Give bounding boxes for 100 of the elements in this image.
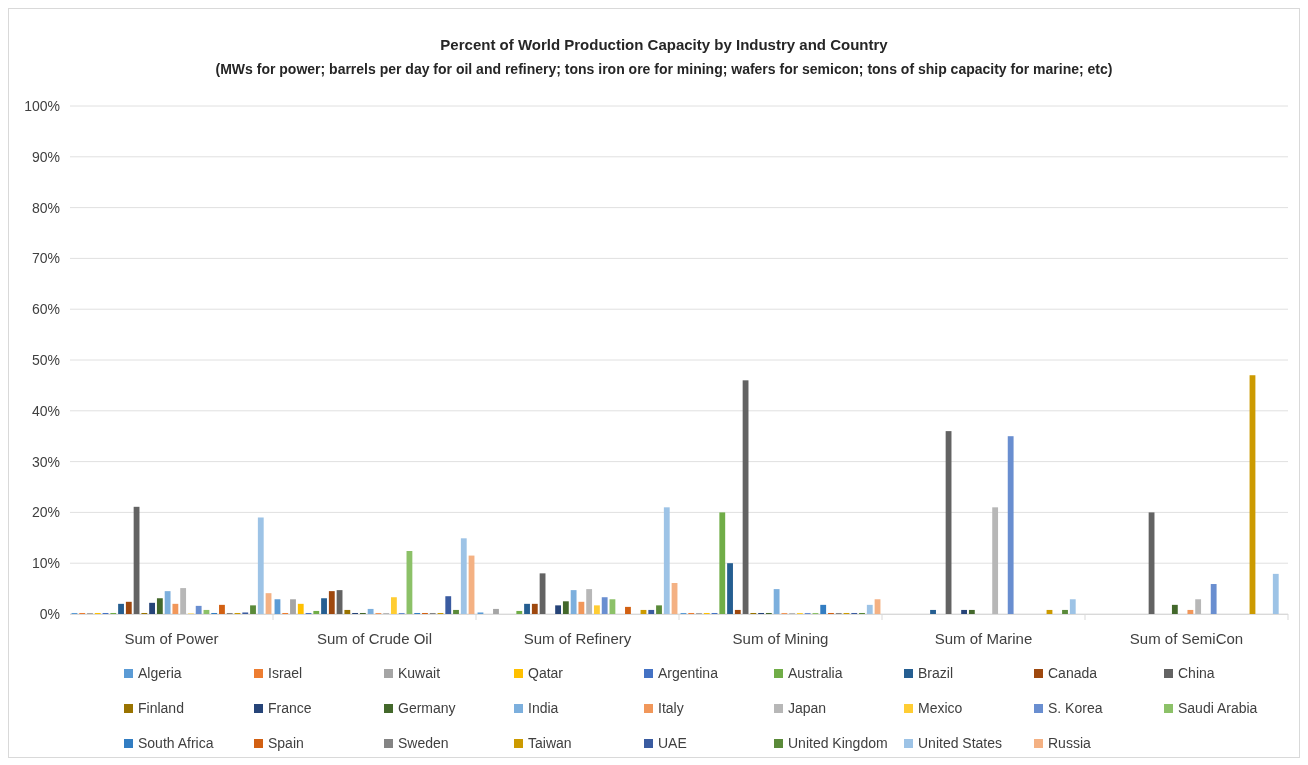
legend-label: Russia	[1048, 735, 1092, 751]
legend-label: United States	[918, 735, 1003, 751]
bar	[866, 604, 873, 614]
bar	[663, 507, 670, 614]
bar	[594, 605, 600, 614]
x-tick-label: Sum of Marine	[934, 630, 1033, 647]
legend-label: Japan	[788, 700, 827, 716]
x-tick-label: Sum of Mining	[732, 630, 829, 647]
bar	[968, 609, 975, 614]
bar	[156, 598, 163, 614]
y-tick-label: 0%	[39, 606, 60, 622]
y-tick-label: 90%	[31, 148, 60, 165]
legend-label: Canada	[1048, 665, 1098, 681]
legend-label: China	[1178, 665, 1215, 681]
bar	[555, 605, 561, 614]
legend-label: Kuwait	[398, 665, 441, 681]
bar	[1069, 599, 1076, 614]
bar	[961, 609, 967, 614]
bar	[219, 604, 225, 614]
bar	[195, 605, 202, 614]
bar	[257, 517, 264, 614]
y-tick-label: 30%	[31, 453, 60, 470]
bar	[773, 589, 780, 614]
bar	[172, 603, 179, 614]
y-tick-label: 70%	[31, 250, 60, 267]
legend-label: Germany	[398, 700, 456, 716]
legend-label: Argentina	[658, 665, 719, 681]
chart-title: Percent of World Production Capacity by Industry and Country	[440, 36, 889, 53]
bar	[727, 563, 733, 614]
bar	[493, 608, 499, 614]
bar	[328, 591, 335, 614]
y-tick-label: 40%	[31, 402, 60, 419]
bar	[570, 590, 577, 614]
legend-label: Algeria	[138, 665, 182, 681]
bar	[313, 610, 320, 614]
bar	[531, 603, 538, 614]
bar	[648, 609, 655, 614]
bar	[164, 591, 171, 614]
bar	[149, 602, 155, 614]
y-tick-label: 10%	[31, 555, 60, 572]
bar	[586, 589, 593, 614]
y-tick-label: 100%	[24, 98, 60, 114]
legend-label: Saudi Arabia	[1178, 700, 1258, 716]
x-tick-label: Sum of Refinery	[523, 630, 632, 647]
x-tick-label: Sum of SemiCon	[1129, 630, 1244, 647]
legend-label: Mexico	[918, 700, 963, 716]
bar	[601, 597, 608, 614]
bar	[297, 603, 304, 614]
bar	[1187, 609, 1194, 614]
legend-label: Qatar	[528, 665, 564, 681]
legend-label: Israel	[268, 665, 303, 681]
legend-label: United Kingdom	[788, 735, 888, 751]
bar	[1195, 599, 1202, 614]
legend-label: Australia	[788, 665, 843, 681]
bar	[516, 610, 523, 614]
bar	[290, 599, 296, 614]
bar	[1007, 436, 1014, 614]
bar	[1171, 604, 1178, 614]
bar	[1210, 584, 1217, 614]
bar	[930, 609, 936, 614]
bar	[992, 507, 999, 614]
bar	[445, 596, 452, 614]
legend-label: S. Korea	[1048, 700, 1103, 716]
x-tick-label: Sum of Crude Oil	[316, 630, 433, 647]
bar	[1062, 609, 1068, 614]
bar	[367, 608, 374, 614]
bar	[180, 588, 187, 614]
bar	[578, 601, 585, 614]
bar	[562, 601, 569, 614]
bar	[625, 606, 631, 614]
bar	[125, 601, 132, 614]
y-tick-label: 20%	[31, 504, 60, 521]
y-tick-label: 60%	[31, 301, 60, 318]
bar	[321, 598, 327, 614]
bar	[656, 605, 662, 614]
bar	[1272, 573, 1279, 614]
bar	[460, 538, 467, 614]
bar	[734, 609, 741, 614]
bar	[453, 609, 459, 614]
legend-label: South Africa	[138, 735, 214, 751]
bar	[391, 597, 397, 614]
bar	[118, 603, 124, 614]
legend-label: France	[268, 700, 312, 716]
bar	[250, 605, 256, 614]
y-tick-label: 80%	[31, 199, 60, 216]
x-tick-label: Sum of Power	[124, 630, 219, 647]
chart-subtitle: (MWs for power; barrels per day for oil and refinery; tons iron ore for mining; wafers for semicon; tons of ship capacity for marine; etc)	[215, 61, 1113, 77]
legend-label: India	[528, 700, 559, 716]
legend-label: Taiwan	[528, 735, 572, 751]
y-tick-label: 50%	[31, 352, 60, 368]
legend-label: Finland	[138, 700, 184, 716]
bar	[344, 609, 351, 614]
bar	[820, 604, 827, 614]
bar	[719, 512, 726, 614]
legend-label: Italy	[658, 700, 684, 716]
legend-label: UAE	[658, 735, 687, 751]
legend-label: Brazil	[918, 665, 954, 681]
bar	[524, 603, 530, 614]
legend-label: Spain	[268, 735, 304, 751]
legend-label: Sweden	[398, 735, 449, 751]
